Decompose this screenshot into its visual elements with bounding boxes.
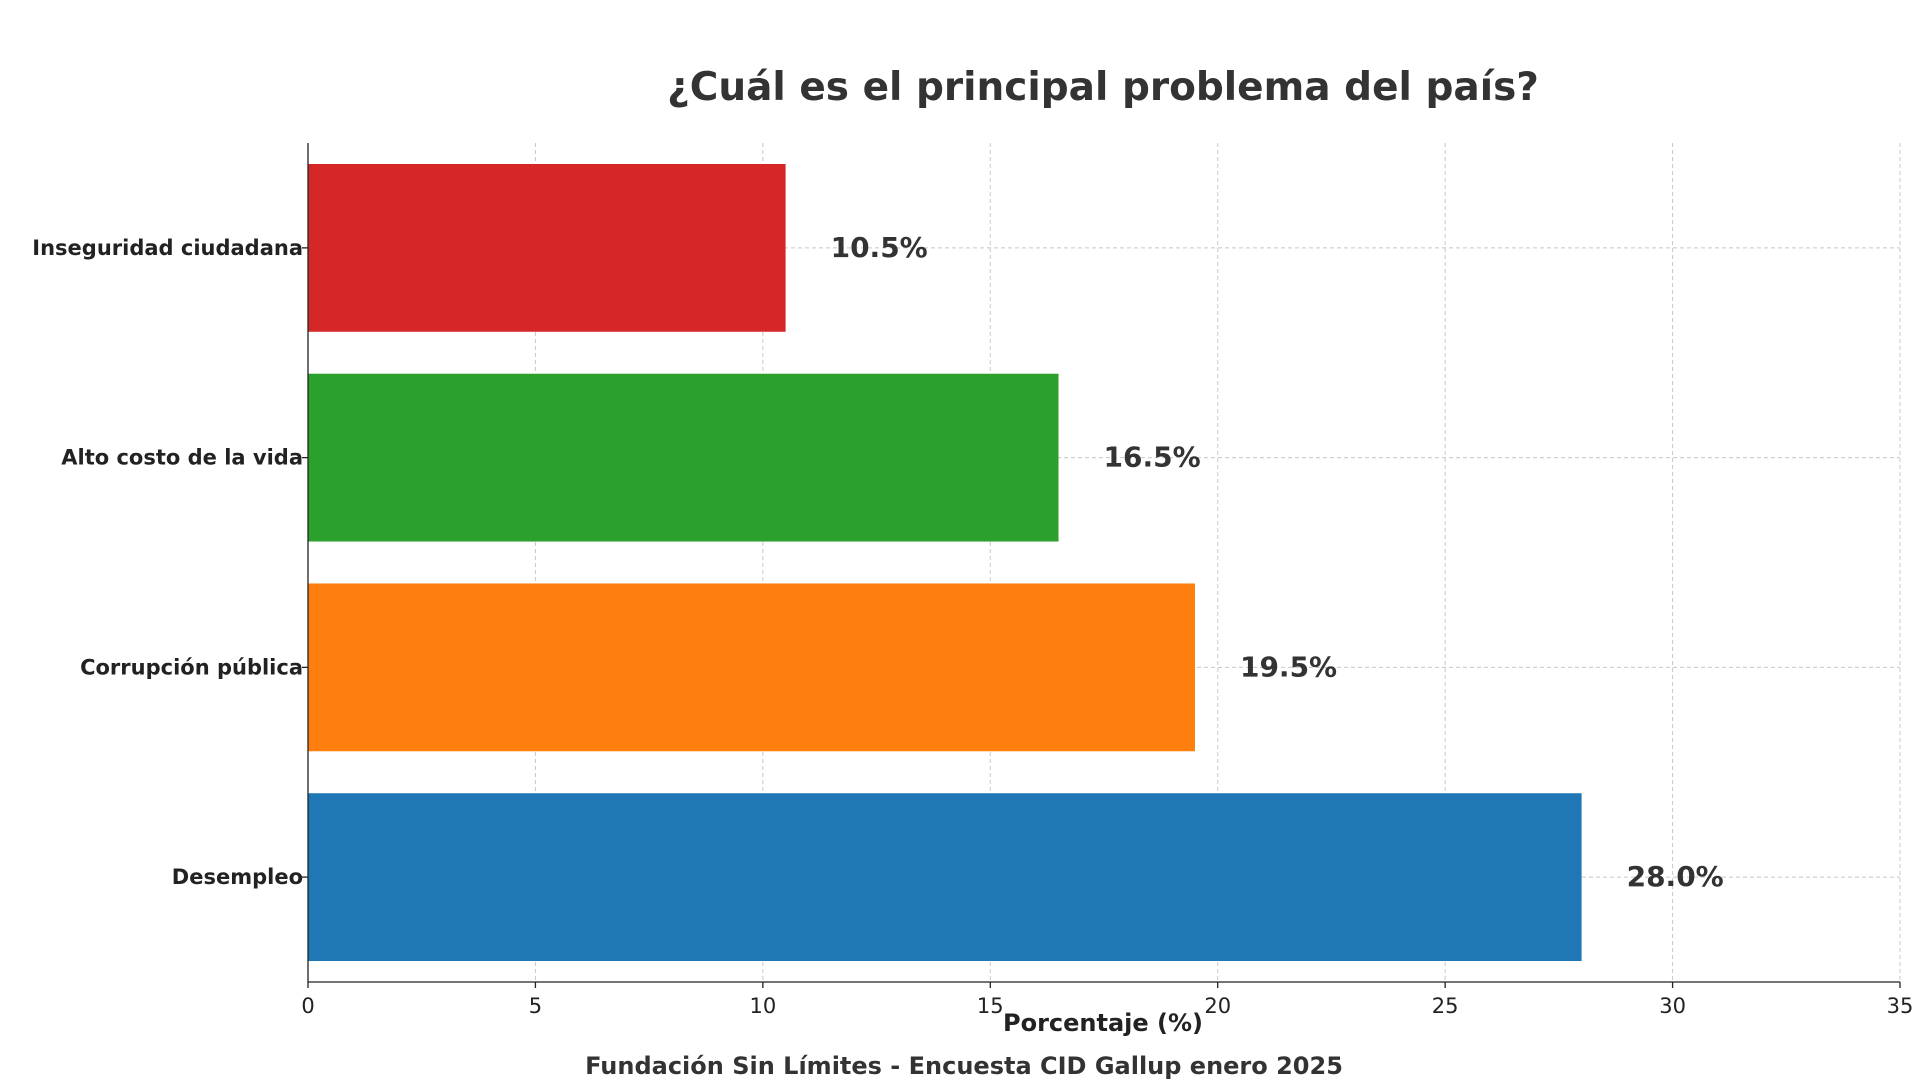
bars [308, 163, 1582, 962]
x-tick-label-7: 35 [1887, 994, 1914, 1018]
x-tick-label-6: 30 [1659, 994, 1686, 1018]
labels: Desempleo 28.0% Corrupción pública 19.5% Alt… [32, 231, 1913, 1018]
category-label-1: Corrupción pública [80, 655, 303, 679]
bar-3 [308, 163, 786, 332]
value-label-3: 10.5% [831, 231, 928, 264]
x-axis-label: Porcentaje (%) [1003, 1009, 1203, 1037]
category-label-2: Alto costo de la vida [61, 446, 303, 470]
value-label-2: 16.5% [1104, 441, 1201, 474]
chart-title: ¿Cuál es el principal problema del país? [667, 65, 1539, 110]
axes [302, 143, 1901, 988]
x-tick-label-5: 25 [1432, 994, 1459, 1018]
value-label-1: 19.5% [1240, 650, 1337, 683]
bar-1 [308, 583, 1195, 752]
bar-0 [308, 793, 1582, 962]
x-tick-label-3: 15 [977, 994, 1004, 1018]
chart-caption: Fundación Sin Límites - Encuesta CID Gal… [585, 1052, 1343, 1080]
value-label-0: 28.0% [1627, 860, 1724, 893]
x-tick-label-1: 5 [529, 994, 542, 1018]
category-label-3: Inseguridad ciudadana [32, 236, 303, 260]
x-tick-label-2: 10 [749, 994, 776, 1018]
x-tick-label-4: 20 [1204, 994, 1231, 1018]
grid-lines [308, 143, 1901, 982]
category-label-0: Desempleo [172, 865, 303, 889]
x-tick-label-0: 0 [301, 994, 314, 1018]
bar-2 [308, 373, 1059, 542]
